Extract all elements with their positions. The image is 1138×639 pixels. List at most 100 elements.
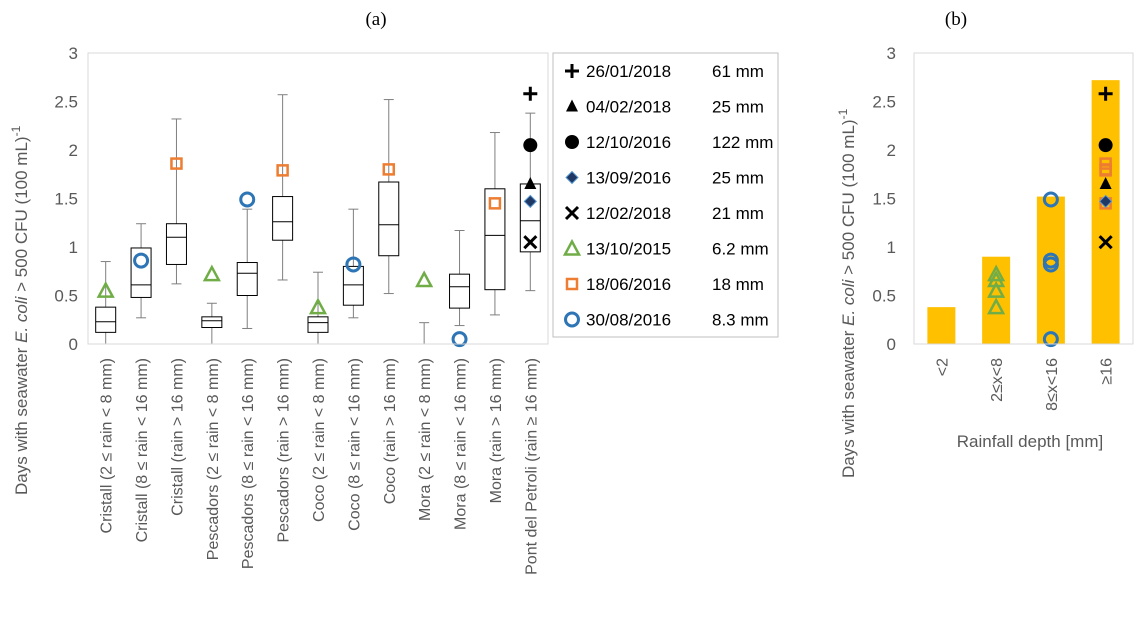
panel-a-ylabel-part-3: > 500 CFU (100 mL) — [12, 136, 31, 296]
legend-depth: 122 mm — [712, 133, 773, 152]
panel-b-ylabel-part-3: > 500 CFU (100 mL) — [839, 119, 858, 279]
data-point — [1042, 191, 1059, 208]
legend-label: 30/08/2016 8.3 mm — [586, 311, 769, 330]
data-point — [488, 197, 502, 210]
data-point — [523, 138, 538, 153]
data-point — [133, 252, 150, 269]
legend-date: 18/06/2016 — [586, 275, 671, 294]
legend-date: 12/02/2018 — [586, 204, 671, 223]
y-tick-label: 0 — [69, 335, 78, 354]
category-label: Mora (8 ≤ rain < 16 mm) — [453, 358, 470, 530]
legend-depth: 61 mm — [712, 62, 764, 81]
y-tick-label: 1 — [887, 238, 896, 257]
legend-entries: 26/01/2018 61 mm 04/02/2018 25 mm 12/10/2016… — [562, 62, 773, 330]
y-tick-label: 2.5 — [54, 93, 78, 112]
y-tick-label: 2.5 — [872, 93, 896, 112]
box-plot — [378, 99, 400, 295]
panel-b-ylabel-part-4: -1 — [836, 108, 850, 119]
y-tick-label: 0.5 — [54, 287, 78, 306]
panel-b-plot-area — [913, 52, 1134, 348]
legend-label: 13/09/2016 25 mm — [586, 169, 764, 188]
panel-a-label: (a) — [365, 9, 386, 30]
y-tick-label: 1.5 — [54, 190, 78, 209]
box — [201, 316, 223, 329]
category-label: Pescadors (2 ≤ rain < 8 mm) — [205, 358, 222, 560]
y-tick-label: 3 — [69, 44, 78, 63]
data-point — [1042, 256, 1059, 273]
data-point — [1098, 86, 1113, 101]
box-plot — [484, 132, 506, 316]
legend-label: 12/10/2016 122 mm — [586, 133, 773, 152]
category-label: <2 — [934, 358, 951, 376]
box — [378, 181, 400, 257]
legend-marker — [564, 311, 580, 328]
legend-frame — [552, 52, 779, 338]
data-point — [987, 297, 1006, 315]
legend-marker — [564, 205, 580, 221]
box — [95, 306, 117, 333]
y-tick-label: 1 — [69, 238, 78, 257]
data-point — [1098, 194, 1113, 209]
panel-b-y-axis-title: Days with seawater E. coli > 500 CFU (10… — [836, 108, 858, 478]
box — [307, 316, 329, 333]
data-point — [170, 157, 183, 170]
data-point — [524, 176, 537, 189]
category-label: Mora (2 ≤ rain < 8 mm) — [417, 358, 434, 521]
data-point — [451, 331, 468, 348]
box-plot — [130, 223, 152, 319]
svg-text:Days with seawater E. coli > 5: Days with seawater E. coli > 500 CFU (10… — [836, 108, 858, 478]
data-point — [523, 86, 538, 101]
data-point — [1099, 176, 1112, 189]
legend-marker — [565, 277, 579, 291]
data-point — [345, 256, 362, 273]
legend-marker — [562, 238, 582, 256]
legend-depth: 6.2 mm — [712, 240, 769, 259]
legend-marker — [566, 99, 578, 112]
panel-b-ylabel-part-2: E. coli — [839, 278, 858, 326]
legend-label: 18/06/2016 18 mm — [586, 275, 764, 294]
data-point — [523, 235, 538, 250]
legend-label: 12/02/2018 21 mm — [586, 204, 764, 223]
legend-depth: 21 mm — [712, 204, 764, 223]
panel-b-x-ticks: <2 2≤x<8 8≤x<16 ≥16 — [934, 358, 1115, 411]
panel-a-ylabel-part-4: -1 — [9, 125, 23, 136]
category-label: 2≤x<8 — [989, 358, 1006, 402]
panel-a-ylabel-part-2: E. coli — [12, 295, 31, 343]
y-tick-label: 1.5 — [872, 190, 896, 209]
legend-date: 12/10/2016 — [586, 133, 671, 152]
box — [272, 196, 294, 241]
box — [342, 265, 364, 306]
legend-marker — [565, 64, 579, 78]
data-point — [308, 297, 328, 315]
box — [484, 188, 506, 291]
legend-depth: 25 mm — [712, 169, 764, 188]
panel-a: (a) Days with seawater E. coli > 500 CFU… — [9, 9, 779, 575]
legend-label: 26/01/2018 61 mm — [586, 62, 764, 81]
legend-date: 30/08/2016 — [586, 311, 671, 330]
panel-b-ylabel-part-1: Days with seawater — [839, 326, 858, 478]
legend-marker — [565, 135, 579, 149]
legend-date: 26/01/2018 — [586, 62, 671, 81]
category-label: ≥16 — [1099, 358, 1116, 385]
box-plot — [165, 118, 187, 285]
panel-a-y-ticks: 0 0.5 1 1.5 2 2.5 3 — [54, 44, 78, 354]
panel-b-y-ticks: 0 0.5 1 1.5 2 2.5 3 — [872, 44, 896, 354]
panel-a-ylabel-part-1: Days with seawater — [12, 343, 31, 495]
y-tick-label: 0.5 — [872, 287, 896, 306]
box-plot — [419, 322, 430, 345]
box-plot — [449, 230, 471, 327]
box-plot — [342, 208, 364, 319]
data-point — [1098, 138, 1113, 153]
legend-date: 13/09/2016 — [586, 169, 671, 188]
panel-a-legend: 26/01/2018 61 mm 04/02/2018 25 mm 12/10/2016… — [552, 52, 779, 338]
category-label: Pescadors (8 ≤ rain < 16 mm) — [240, 358, 257, 569]
panel-a-plot-area — [87, 52, 549, 348]
legend-depth: 8.3 mm — [712, 311, 769, 330]
y-tick-label: 3 — [887, 44, 896, 63]
bar — [1091, 80, 1120, 344]
panel-a-x-ticks: Cristall (2 ≤ rain < 8 mm) Cristall (8 ≤ … — [99, 358, 541, 575]
data-point — [415, 270, 434, 288]
box — [236, 262, 258, 296]
legend-depth: 18 mm — [712, 275, 764, 294]
